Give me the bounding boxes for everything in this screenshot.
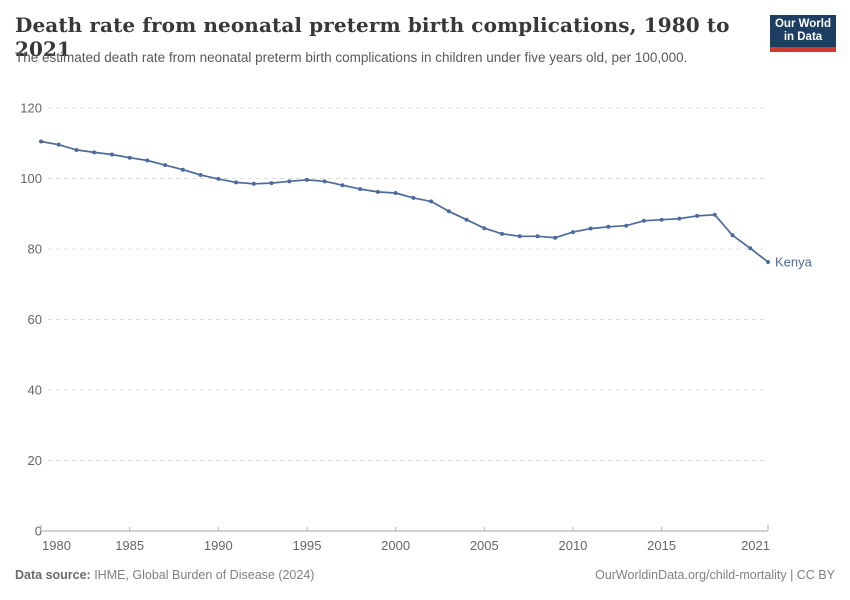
x-tick-label: 1990	[204, 538, 233, 553]
data-point[interactable]	[464, 217, 469, 222]
data-point[interactable]	[517, 234, 522, 239]
credit-link[interactable]: OurWorldinData.org/child-mortality | CC …	[595, 568, 835, 582]
x-tick-label: 2010	[558, 538, 587, 553]
data-point[interactable]	[624, 223, 629, 228]
data-point[interactable]	[695, 213, 700, 218]
data-point[interactable]	[304, 177, 309, 182]
owid-logo-line1: Our World	[774, 18, 831, 30]
data-point[interactable]	[766, 260, 770, 265]
data-point[interactable]	[500, 231, 505, 236]
y-tick-label: 20	[28, 453, 42, 468]
data-source: Data source: IHME, Global Burden of Dise…	[15, 568, 314, 582]
series-end-label[interactable]: Kenya	[775, 255, 813, 270]
y-tick-label: 120	[20, 101, 42, 116]
data-point[interactable]	[446, 209, 451, 214]
data-point[interactable]	[39, 139, 43, 144]
data-point[interactable]	[109, 152, 114, 157]
data-point[interactable]	[269, 181, 274, 186]
x-tick-label: 1995	[293, 538, 322, 553]
data-point[interactable]	[375, 189, 380, 194]
data-point[interactable]	[712, 212, 717, 217]
y-tick-label: 60	[28, 312, 42, 327]
chart-subtitle: The estimated death rate from neonatal p…	[15, 50, 688, 65]
data-point[interactable]	[748, 246, 753, 251]
data-point[interactable]	[340, 183, 345, 188]
x-tick-label: 2021	[741, 538, 770, 553]
data-point[interactable]	[659, 217, 664, 222]
data-point[interactable]	[92, 150, 97, 155]
data-point[interactable]	[641, 218, 646, 223]
data-point[interactable]	[127, 155, 132, 160]
data-point[interactable]	[251, 181, 256, 186]
data-point[interactable]	[74, 147, 79, 152]
data-point[interactable]	[535, 234, 540, 239]
x-tick-label: 2005	[470, 538, 499, 553]
data-point[interactable]	[56, 142, 61, 147]
data-point[interactable]	[234, 180, 239, 185]
data-point[interactable]	[570, 230, 575, 235]
y-tick-label: 100	[20, 171, 42, 186]
data-point[interactable]	[606, 224, 611, 229]
data-source-text: IHME, Global Burden of Disease (2024)	[90, 568, 315, 582]
data-point[interactable]	[411, 195, 416, 200]
data-source-label: Data source:	[15, 568, 91, 582]
y-tick-label: 40	[28, 383, 42, 398]
data-point[interactable]	[145, 158, 150, 163]
x-tick-label: 1980	[42, 538, 71, 553]
data-point[interactable]	[163, 163, 168, 168]
data-point[interactable]	[677, 216, 682, 221]
data-point[interactable]	[588, 226, 593, 231]
data-point[interactable]	[482, 226, 487, 231]
data-point[interactable]	[358, 187, 363, 192]
y-tick-label: 0	[35, 524, 42, 539]
owid-logo[interactable]: Our World in Data	[770, 15, 836, 52]
data-point[interactable]	[429, 199, 434, 204]
data-point[interactable]	[180, 167, 185, 172]
chart-title: Death rate from neonatal preterm birth c…	[15, 13, 730, 61]
x-tick-label: 2015	[647, 538, 676, 553]
data-point[interactable]	[216, 176, 221, 181]
data-point[interactable]	[393, 190, 398, 195]
data-point[interactable]	[730, 233, 735, 238]
owid-logo-line2: in Data	[783, 31, 823, 43]
data-point[interactable]	[198, 172, 203, 177]
data-point[interactable]	[287, 179, 292, 184]
data-point[interactable]	[322, 179, 327, 184]
data-point[interactable]	[553, 235, 558, 240]
x-tick-label: 2000	[381, 538, 410, 553]
x-tick-label: 1985	[115, 538, 144, 553]
series-line-kenya[interactable]	[40, 140, 769, 263]
y-tick-label: 80	[28, 242, 42, 257]
